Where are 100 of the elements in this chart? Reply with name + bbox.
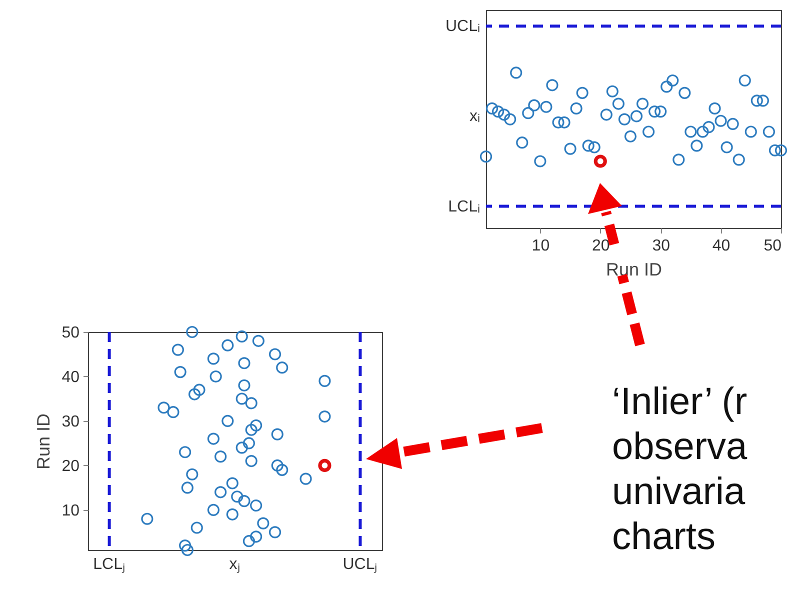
point <box>720 141 733 154</box>
point <box>238 495 250 508</box>
point <box>582 140 594 152</box>
point <box>226 508 238 520</box>
y-axis-title: Run ID <box>34 413 54 470</box>
ref-line-label: UCLᵢ <box>445 18 480 36</box>
point <box>238 379 250 392</box>
text: ‘Inlier’ (r observa univaria charts <box>612 380 748 560</box>
x-tick-label: 50 <box>764 238 782 254</box>
point <box>172 344 184 356</box>
x-tick-label: 20 <box>592 238 610 254</box>
x-tick-label: 10 <box>532 238 550 254</box>
point <box>210 370 222 383</box>
point <box>207 504 220 516</box>
point <box>318 374 331 387</box>
y-tick-label: 30 <box>62 413 80 430</box>
point <box>207 432 220 445</box>
point <box>528 99 540 112</box>
point <box>660 80 673 93</box>
point <box>726 118 739 130</box>
point <box>257 517 270 530</box>
point <box>250 499 262 512</box>
point <box>250 419 262 432</box>
point <box>186 326 198 338</box>
point <box>268 348 282 360</box>
point <box>252 334 264 347</box>
point <box>480 150 492 163</box>
point <box>300 472 312 485</box>
point <box>738 74 751 87</box>
y-tick-label: 10 <box>62 502 80 520</box>
point <box>207 352 220 365</box>
point <box>540 100 552 113</box>
point <box>714 114 727 127</box>
point <box>158 402 170 414</box>
point <box>708 102 721 114</box>
point <box>612 98 624 110</box>
text: xⱼ <box>229 556 240 573</box>
point <box>504 113 516 126</box>
point <box>756 94 769 107</box>
point <box>226 477 238 490</box>
point <box>238 357 250 370</box>
point <box>271 428 284 440</box>
point <box>318 410 331 423</box>
point <box>236 392 248 405</box>
point <box>642 126 655 138</box>
point <box>774 144 788 156</box>
point <box>245 397 258 410</box>
point <box>702 121 715 134</box>
point <box>190 522 203 534</box>
point <box>744 126 757 138</box>
point <box>636 98 649 110</box>
point <box>654 106 667 118</box>
point <box>186 468 198 480</box>
point <box>576 86 588 99</box>
y-tick-label: 40 <box>62 368 80 386</box>
point <box>318 458 332 472</box>
point <box>167 406 180 418</box>
point <box>564 142 576 155</box>
point <box>618 113 631 126</box>
point <box>570 102 582 114</box>
point <box>600 108 612 121</box>
point <box>768 144 782 156</box>
point <box>534 155 546 168</box>
point <box>214 486 227 498</box>
point <box>510 66 522 79</box>
point <box>666 74 679 87</box>
point <box>236 330 248 342</box>
ref-line-label: LCLⱼ <box>93 556 126 573</box>
point <box>242 535 256 548</box>
point <box>222 414 234 428</box>
point <box>193 384 206 396</box>
point <box>271 459 284 472</box>
text: xᵢ <box>469 108 480 126</box>
point <box>630 110 643 122</box>
point <box>696 126 709 138</box>
point <box>181 544 194 556</box>
point <box>250 530 262 543</box>
point <box>188 388 201 400</box>
point <box>762 126 776 138</box>
point <box>552 116 564 128</box>
point <box>594 154 607 168</box>
point <box>522 107 534 120</box>
point <box>546 79 558 92</box>
point <box>236 442 248 454</box>
point <box>732 154 745 166</box>
point <box>181 482 194 494</box>
point <box>179 446 192 458</box>
point <box>672 154 685 166</box>
y-tick-label: 50 <box>62 324 80 342</box>
point <box>179 540 192 552</box>
point <box>750 94 763 107</box>
point <box>276 464 288 476</box>
point <box>498 108 510 121</box>
point <box>558 116 570 128</box>
point <box>268 526 282 538</box>
point <box>588 141 600 154</box>
point <box>214 450 227 463</box>
point <box>222 339 234 352</box>
point <box>242 437 256 450</box>
point <box>492 106 504 118</box>
